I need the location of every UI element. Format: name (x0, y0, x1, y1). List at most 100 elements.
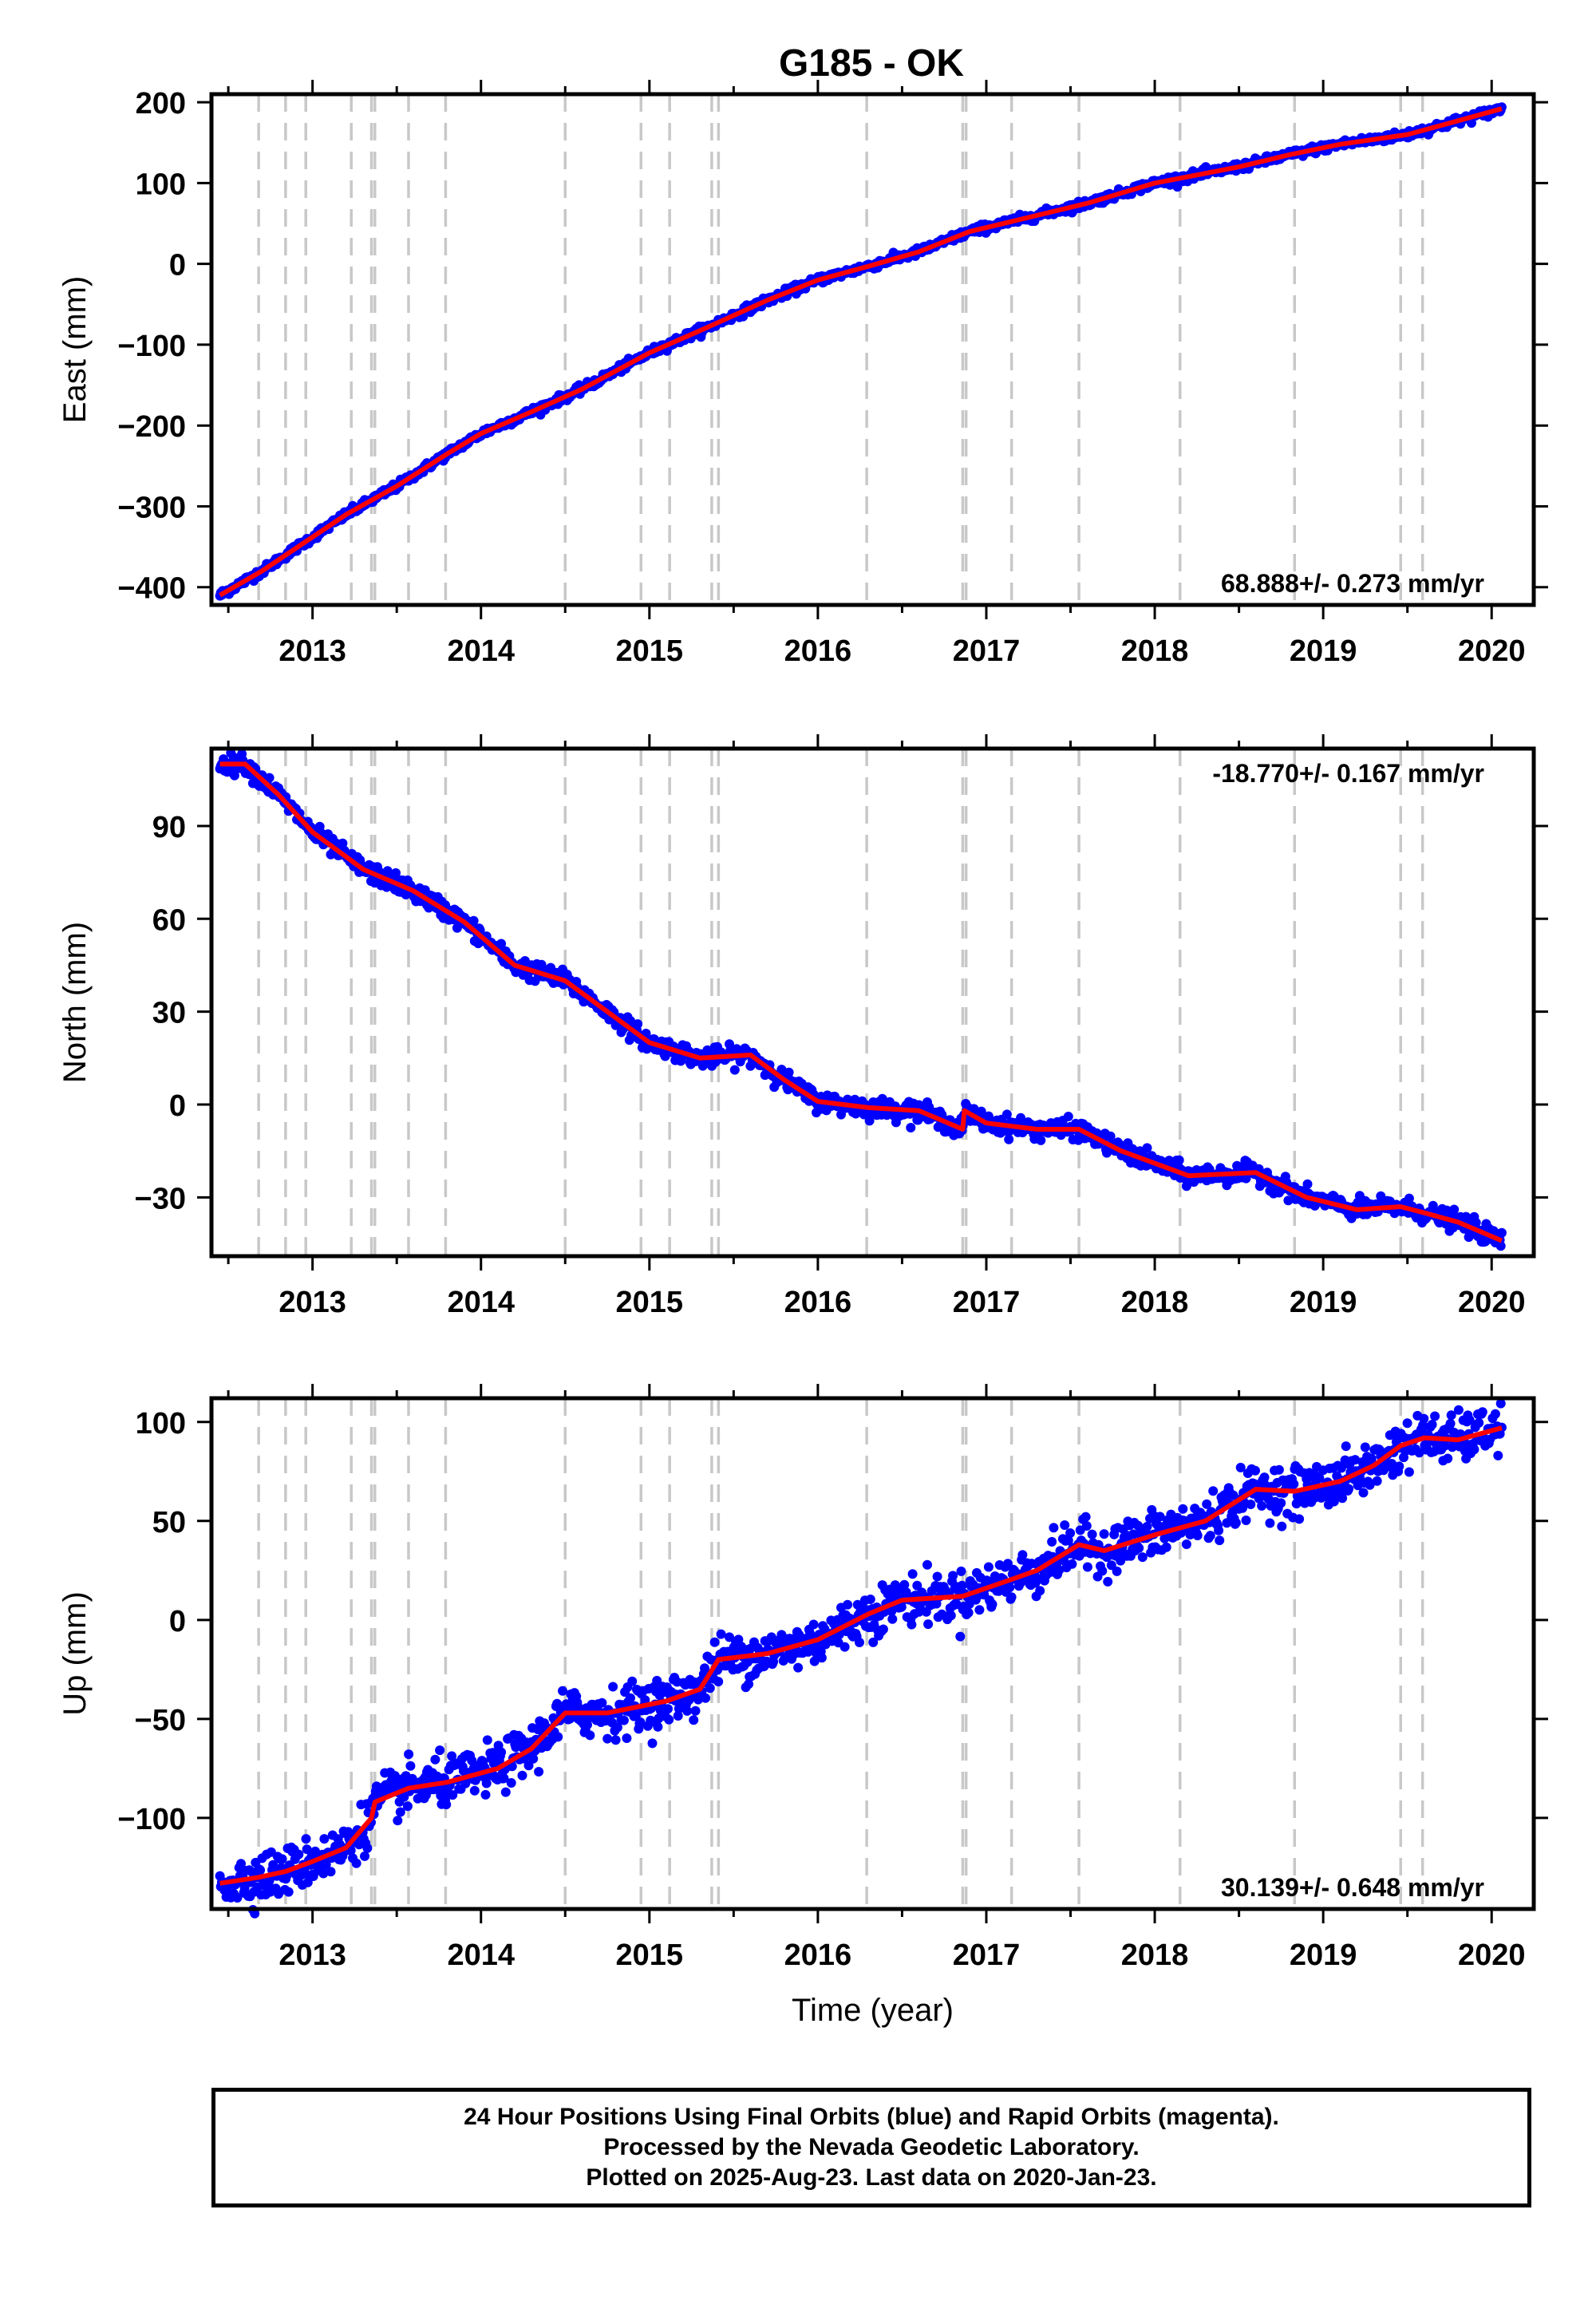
data-point (1283, 1196, 1294, 1206)
plot-frame (209, 92, 1536, 607)
data-point (855, 1638, 864, 1647)
data-point (701, 1693, 711, 1703)
data-point (689, 1715, 699, 1725)
footer-line-plotted: Plotted on 2025-Aug-23. Last data on 202… (586, 2164, 1157, 2191)
x-tick-label: 2015 (616, 1286, 684, 1319)
data-point (906, 1123, 916, 1132)
data-point (597, 1697, 607, 1708)
data-point (716, 1629, 726, 1639)
data-point (1314, 1473, 1325, 1483)
data-point (506, 1778, 516, 1788)
data-point (469, 1785, 480, 1796)
data-point (552, 1698, 563, 1709)
model-fit-line (219, 106, 1503, 598)
data-point (517, 1770, 527, 1780)
data-point (1060, 1520, 1070, 1530)
data-point (1469, 1445, 1479, 1455)
data-point (1142, 1143, 1152, 1153)
chart-title: G185 - OK (779, 42, 964, 85)
data-point (1495, 1241, 1506, 1251)
data-point (351, 1858, 361, 1868)
data-point (523, 1761, 534, 1771)
data-point (1344, 1484, 1354, 1494)
data-point (878, 1624, 888, 1634)
data-point (1003, 1559, 1013, 1569)
data-point (319, 1834, 330, 1844)
data-point (1099, 1529, 1109, 1539)
data-point (843, 1599, 853, 1610)
data-point (488, 1748, 498, 1758)
plot-frame (209, 746, 1536, 1259)
data-point (907, 1619, 917, 1630)
data-point (608, 1682, 618, 1692)
data-point (1134, 1543, 1144, 1553)
y-tick-label: 60 (152, 903, 186, 937)
data-point (839, 1642, 850, 1652)
data-point (480, 1789, 491, 1800)
data-point (1106, 1560, 1116, 1571)
x-tick-label: 2020 (1458, 1939, 1526, 1972)
data-point (389, 1771, 400, 1781)
y-tick-label: −50 (135, 1704, 186, 1737)
x-tick-label: 2018 (1121, 1939, 1189, 1972)
data-point (922, 1559, 932, 1570)
data-point (808, 1619, 819, 1630)
data-point (618, 1715, 629, 1725)
data-point (318, 1868, 329, 1879)
data-point (236, 1859, 246, 1869)
data-point (713, 1677, 724, 1687)
data-point (1471, 1218, 1481, 1227)
data-point (907, 1569, 918, 1579)
data-point (1137, 1552, 1148, 1563)
data-point (1276, 1498, 1286, 1508)
data-point (1341, 1441, 1351, 1452)
data-point (1277, 1521, 1287, 1531)
data-point (664, 1714, 674, 1725)
data-point (1016, 1113, 1026, 1123)
y-tick-label: 0 (169, 1605, 186, 1638)
data-point (435, 1745, 445, 1756)
data-point (1257, 1500, 1267, 1511)
data-point (1329, 1496, 1339, 1507)
data-point (1065, 1528, 1076, 1538)
y-tick-label: 30 (152, 997, 186, 1030)
y-tick-label: 50 (152, 1506, 186, 1539)
data-point (1474, 1417, 1484, 1428)
data-point (1067, 1559, 1077, 1569)
data-point (887, 1614, 898, 1624)
data-point (744, 1679, 754, 1690)
data-point (1402, 1418, 1412, 1429)
data-point (974, 1605, 985, 1615)
footer-line-processed: Processed by the Nevada Geodetic Laborat… (603, 2134, 1140, 2160)
model-fit-line (219, 1425, 1503, 1886)
data-point (1205, 1531, 1215, 1541)
data-point (1215, 1535, 1225, 1546)
data-point (1404, 1467, 1414, 1477)
data-point (283, 1887, 294, 1897)
x-tick-label: 2014 (447, 1286, 515, 1319)
x-tick-label: 2017 (953, 1286, 1021, 1319)
y-tick-label: −400 (117, 572, 186, 606)
data-point (360, 1851, 369, 1861)
data-point (585, 1730, 595, 1741)
data-point (956, 1566, 966, 1576)
data-point (622, 1733, 632, 1743)
data-point (277, 1854, 287, 1864)
data-point (1394, 1461, 1404, 1472)
data-point (1142, 1521, 1152, 1531)
data-point (1493, 1450, 1503, 1460)
data-point (441, 1800, 452, 1810)
data-points (215, 1398, 1507, 1919)
data-point (553, 1732, 563, 1742)
data-point (1202, 1499, 1212, 1509)
x-tick-label: 2013 (279, 1939, 346, 1972)
y-tick-label: −300 (117, 491, 186, 524)
data-point (1178, 1504, 1188, 1514)
data-point (404, 1749, 414, 1760)
data-point (468, 915, 479, 926)
y-tick-label: −200 (117, 410, 186, 444)
data-point (1174, 1155, 1184, 1165)
x-tick-label: 2020 (1458, 634, 1526, 668)
data-point (255, 1865, 266, 1875)
data-point (558, 1686, 567, 1696)
